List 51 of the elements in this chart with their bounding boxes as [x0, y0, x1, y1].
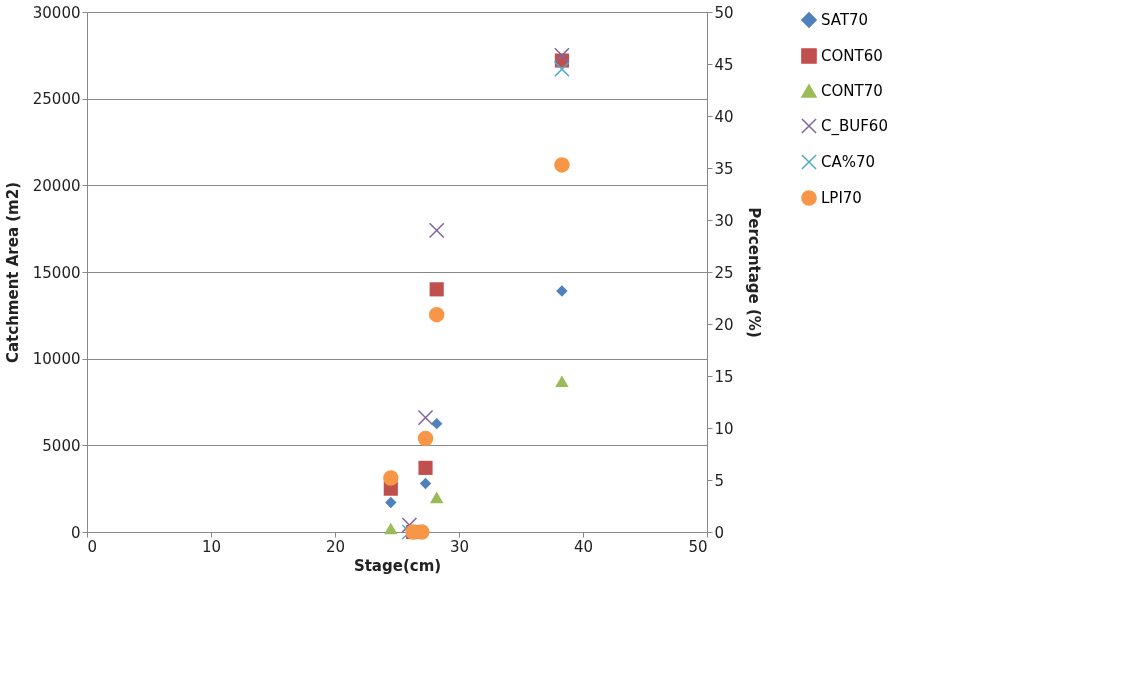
y2-tick-label: 5: [714, 471, 725, 490]
y-tick-label: 20000: [32, 176, 81, 195]
legend-label: CA%70: [821, 153, 876, 171]
point: [555, 375, 569, 388]
y-tick-label: 0: [70, 523, 81, 542]
y2-tick-label: 25: [714, 263, 734, 282]
y2-tick-label: 45: [714, 55, 734, 74]
y2-tick-label: 50: [714, 3, 734, 22]
y2-tick-label: 10: [714, 419, 734, 438]
point: [554, 61, 570, 78]
point: [418, 460, 433, 475]
x-tick-label: 10: [201, 537, 222, 556]
x-tick-label: 50: [688, 537, 708, 556]
point: [383, 470, 399, 486]
point: [417, 409, 434, 426]
y-tick-label: 15000: [32, 263, 81, 282]
x-tick-label: 20: [325, 537, 346, 556]
x-tick-label: 0: [87, 537, 98, 556]
point: [556, 285, 568, 297]
y-tick-label: 10000: [32, 350, 81, 369]
legend-label: CONT70: [821, 82, 883, 100]
legend-label: LPI70: [821, 189, 862, 207]
y2-tick-label: 40: [714, 107, 734, 126]
point: [419, 477, 432, 490]
y2-axis-title: Percentage (%): [744, 207, 763, 338]
point: [429, 282, 444, 297]
y2-tick-label: 35: [714, 159, 734, 178]
point: [384, 522, 398, 535]
y-axis-title: Catchment Area (m2): [3, 181, 22, 364]
point: [428, 306, 445, 323]
y-tick-label: 25000: [32, 90, 81, 109]
x-tick-label: 30: [449, 537, 470, 556]
point: [417, 430, 434, 447]
point: [428, 222, 445, 239]
legend-label: C_BUF60: [821, 117, 888, 136]
y2-tick-label: 0: [714, 523, 725, 542]
legend-label: SAT70: [821, 11, 869, 29]
y-tick-label: 30000: [32, 3, 81, 22]
y-tick-label: 5000: [42, 436, 81, 455]
point: [430, 417, 443, 430]
point: [401, 517, 418, 533]
legend-label: CONT60: [821, 47, 883, 65]
y2-tick-label: 20: [714, 315, 734, 334]
point: [385, 496, 397, 509]
point: [554, 47, 570, 64]
x-axis-title: Stage(cm): [353, 556, 442, 575]
x-tick-label: 40: [573, 537, 594, 556]
y2-tick-label: 15: [714, 367, 734, 386]
point: [429, 491, 444, 504]
y2-tick-label: 30: [714, 211, 734, 230]
point: [554, 157, 570, 173]
